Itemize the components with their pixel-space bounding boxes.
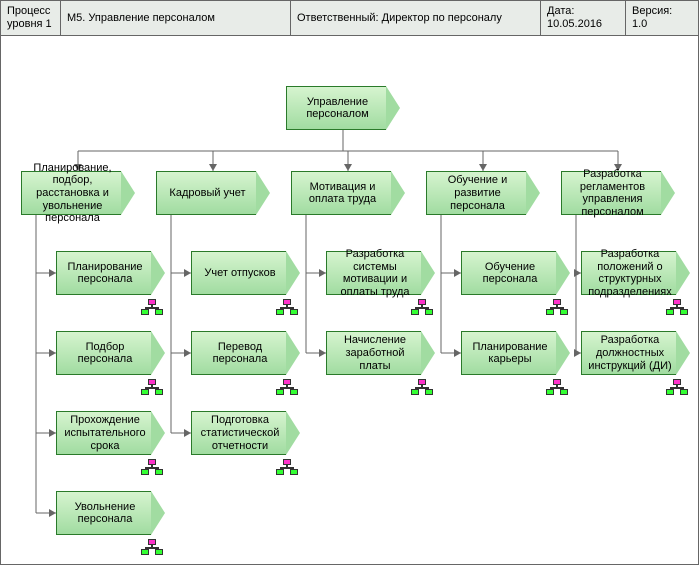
child-node-1-3: Прохождение испытательного срока <box>56 411 165 455</box>
arrow-icon <box>151 411 165 455</box>
date-label: Дата: <box>547 5 619 18</box>
process-level-line2: уровня 1 <box>7 18 54 31</box>
org-chart-icon <box>666 299 688 315</box>
arrow-icon <box>286 411 300 455</box>
child-node-4-2: Планирование карьеры <box>461 331 570 375</box>
child-node-4-2-label: Планирование карьеры <box>461 331 556 375</box>
arrow-icon <box>286 251 300 295</box>
arrow-icon <box>556 331 570 375</box>
org-chart-icon <box>141 379 163 395</box>
arrow-icon <box>121 171 135 215</box>
branch-node-4: Обучение и развитие персонала <box>426 171 540 215</box>
child-node-4-1-label: Обучение персонала <box>461 251 556 295</box>
arrow-icon <box>526 171 540 215</box>
arrow-icon <box>151 251 165 295</box>
root-node: Управление персоналом <box>286 86 400 130</box>
child-node-1-2: Подбор персонала <box>56 331 165 375</box>
org-chart-icon <box>546 379 568 395</box>
org-chart-icon <box>276 379 298 395</box>
child-node-3-2-label: Начисление заработной платы <box>326 331 421 375</box>
date-value: 10.05.2016 <box>547 18 619 31</box>
child-node-3-2: Начисление заработной платы <box>326 331 435 375</box>
version-value: 1.0 <box>632 18 692 31</box>
diagram-area: Управление персоналом Планирование, подбо… <box>1 36 698 563</box>
diagram-page: Процесс уровня 1 М5. Управление персонал… <box>0 0 699 565</box>
branch-node-3-label: Мотивация и оплата труда <box>291 171 391 215</box>
branch-node-4-label: Обучение и развитие персонала <box>426 171 526 215</box>
child-node-2-3-label: Подготовка статистической отчетности <box>191 411 286 455</box>
child-node-5-2: Разработка должностных инструкций (ДИ) <box>581 331 690 375</box>
child-node-2-1-label: Учет отпусков <box>191 251 286 295</box>
child-node-3-1-label: Разработка системы мотивации и оплаты тр… <box>326 251 421 295</box>
arrow-icon <box>661 171 675 215</box>
header-version: Версия: 1.0 <box>626 1 698 35</box>
branch-node-5: Разработка регламентов управления персон… <box>561 171 675 215</box>
child-node-1-4-label: Увольнение персонала <box>56 491 151 535</box>
header-title: М5. Управление персоналом <box>61 1 291 35</box>
org-chart-icon <box>276 459 298 475</box>
org-chart-icon <box>276 299 298 315</box>
child-node-2-2: Перевод персонала <box>191 331 300 375</box>
branch-node-1-label: Планирование, подбор, расстановка и увол… <box>21 171 121 215</box>
arrow-icon <box>391 171 405 215</box>
child-node-5-1-label: Разработка положений о структурных подра… <box>581 251 676 295</box>
child-node-2-3: Подготовка статистической отчетности <box>191 411 300 455</box>
header-process-level: Процесс уровня 1 <box>1 1 61 35</box>
title-text: М5. Управление персоналом <box>67 12 284 24</box>
child-node-2-1: Учет отпусков <box>191 251 300 295</box>
org-chart-icon <box>141 459 163 475</box>
header-responsible: Ответственный: Директор по персоналу <box>291 1 541 35</box>
child-node-1-2-label: Подбор персонала <box>56 331 151 375</box>
root-node-label: Управление персоналом <box>286 86 386 130</box>
arrow-icon <box>286 331 300 375</box>
branch-node-3: Мотивация и оплата труда <box>291 171 405 215</box>
arrow-icon <box>556 251 570 295</box>
child-node-1-1-label: Планирование персонала <box>56 251 151 295</box>
child-node-4-1: Обучение персонала <box>461 251 570 295</box>
responsible-text: Ответственный: Директор по персоналу <box>297 12 534 24</box>
child-node-3-1: Разработка системы мотивации и оплаты тр… <box>326 251 435 295</box>
child-node-2-2-label: Перевод персонала <box>191 331 286 375</box>
child-node-5-2-label: Разработка должностных инструкций (ДИ) <box>581 331 676 375</box>
arrow-icon <box>676 251 690 295</box>
arrow-icon <box>151 331 165 375</box>
child-node-1-4: Увольнение персонала <box>56 491 165 535</box>
arrow-icon <box>421 251 435 295</box>
org-chart-icon <box>546 299 568 315</box>
arrow-icon <box>676 331 690 375</box>
arrow-icon <box>151 491 165 535</box>
child-node-1-3-label: Прохождение испытательного срока <box>56 411 151 455</box>
org-chart-icon <box>411 299 433 315</box>
branch-node-5-label: Разработка регламентов управления персон… <box>561 171 661 215</box>
arrow-icon <box>386 86 400 130</box>
child-node-5-1: Разработка положений о структурных подра… <box>581 251 690 295</box>
child-node-1-1: Планирование персонала <box>56 251 165 295</box>
branch-node-2-label: Кадровый учет <box>156 171 256 215</box>
process-level-line1: Процесс <box>7 5 54 18</box>
version-label: Версия: <box>632 5 692 18</box>
org-chart-icon <box>666 379 688 395</box>
arrow-icon <box>421 331 435 375</box>
org-chart-icon <box>411 379 433 395</box>
org-chart-icon <box>141 539 163 555</box>
branch-node-1: Планирование, подбор, расстановка и увол… <box>21 171 135 215</box>
org-chart-icon <box>141 299 163 315</box>
arrow-icon <box>256 171 270 215</box>
header-date: Дата: 10.05.2016 <box>541 1 626 35</box>
branch-node-2: Кадровый учет <box>156 171 270 215</box>
header-row: Процесс уровня 1 М5. Управление персонал… <box>1 1 698 36</box>
